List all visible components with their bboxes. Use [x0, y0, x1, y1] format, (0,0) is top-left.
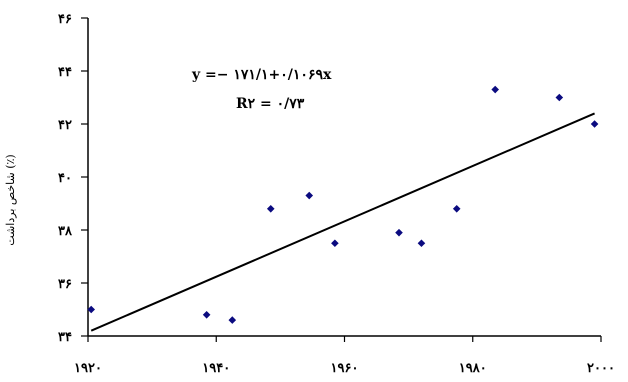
- data-point: [417, 239, 426, 248]
- y-axis-ticks: ۳۴ ۳۶ ۳۸ ۴۰ ۴۲ ۴۴ ۴۶: [58, 12, 88, 345]
- data-points: [87, 85, 599, 324]
- data-point: [266, 205, 275, 213]
- data-point: [87, 305, 96, 314]
- trendline-group: [90, 112, 595, 332]
- data-point: [452, 205, 461, 213]
- r-squared: R۲ = ۰/۷۳: [236, 96, 305, 112]
- data-point: [590, 120, 599, 128]
- y-tick-label: ۳۶: [58, 277, 72, 292]
- data-point: [331, 239, 339, 248]
- y-axis-label: شاخص برداشت (٪): [4, 154, 17, 245]
- x-tick-label: ۲۰۰۰: [587, 361, 615, 376]
- x-tick-label: ۱۹۴۰: [202, 361, 230, 376]
- regression-equation: y =− ۱۷۱/۱+۰/۱۰۶۹x: [191, 67, 332, 83]
- data-point: [228, 316, 237, 324]
- y-tick-label: ۴۰: [58, 171, 72, 186]
- y-tick-label: ۴۴: [58, 65, 72, 80]
- y-tick-label: ۴۲: [58, 118, 72, 133]
- data-point: [395, 228, 403, 237]
- data-point: [202, 311, 211, 319]
- y-tick-label: ۴۶: [58, 12, 72, 27]
- x-tick-label: ۱۹۸۰: [459, 361, 487, 376]
- x-axis-ticks: ۱۹۲۰ ۱۹۴۰ ۱۹۶۰ ۱۹۸۰ ۲۰۰۰: [74, 336, 615, 376]
- x-tick-label: ۱۹۶۰: [331, 361, 359, 376]
- data-point: [555, 93, 564, 102]
- data-point: [491, 85, 499, 94]
- trendline: [90, 112, 595, 332]
- y-tick-label: ۳۴: [58, 330, 72, 345]
- data-point: [305, 191, 314, 200]
- y-tick-label: ۳۸: [58, 224, 73, 239]
- x-tick-label: ۱۹۲۰: [74, 361, 102, 376]
